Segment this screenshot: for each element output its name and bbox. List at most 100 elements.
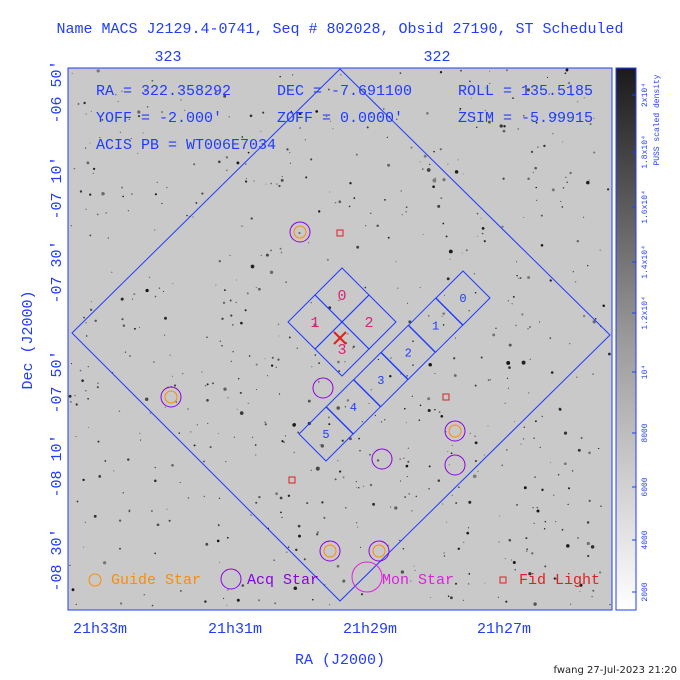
star-dot [384, 419, 386, 421]
star-dot [588, 499, 591, 503]
star-dot [336, 406, 340, 410]
star-dot [166, 508, 168, 510]
star-dot [501, 464, 503, 467]
star-dot [476, 212, 479, 215]
star-dot [411, 395, 413, 397]
star-dot [370, 389, 372, 391]
star-dot [356, 245, 360, 249]
star-dot [504, 402, 506, 404]
star-dot [227, 397, 229, 399]
star-dot [88, 426, 90, 429]
star-dot [504, 402, 506, 405]
info-ra: RA = 322.358292 [96, 83, 231, 100]
star-dot [453, 357, 456, 360]
star-dot [433, 150, 435, 153]
star-dot [563, 431, 568, 435]
star-dot [154, 466, 157, 469]
star-dot [277, 358, 280, 361]
aimpoint-line [333, 331, 347, 345]
star-dot [428, 465, 431, 468]
star-dot [298, 112, 302, 116]
star-dot [535, 199, 538, 202]
star-dot [523, 216, 525, 219]
y-tick-label: -07 50' [49, 350, 66, 413]
star-dot [164, 316, 167, 320]
star-dot [358, 437, 361, 440]
star-dot [247, 402, 249, 404]
star-dot [342, 579, 346, 583]
star-dot [474, 435, 476, 438]
star-dot [399, 480, 402, 482]
star-dot [361, 421, 363, 423]
star-dot [237, 377, 240, 380]
star-dot [560, 200, 562, 202]
star-dot [504, 558, 506, 560]
star-dot [474, 459, 477, 463]
star-dot [79, 369, 82, 372]
star-dot [507, 300, 509, 302]
star-dot [224, 289, 226, 291]
star-dot [586, 521, 590, 524]
star-dot [315, 110, 319, 113]
chips: 0 1 2 3 0 1 2 3 4 5 [287, 267, 491, 462]
star-dot [267, 375, 269, 377]
star-dot [457, 486, 460, 489]
star-dot [139, 432, 141, 434]
star-dot [284, 435, 287, 437]
star-dot [286, 148, 289, 151]
star-dot [182, 373, 184, 375]
star-dot [279, 75, 281, 78]
star-dot [344, 295, 346, 298]
star-dot [292, 74, 294, 76]
star-dot [366, 126, 369, 129]
star-dot [522, 438, 525, 440]
star-dot [349, 182, 352, 185]
x-axis: 21h33m 21h31m 21h29m 21h27m RA (J2000) [73, 621, 531, 669]
star-dot [154, 552, 157, 555]
info: RA = 322.358292 DEC = -7.691100 ROLL = 1… [96, 83, 593, 154]
star-dot [481, 227, 485, 230]
star-dot [418, 419, 421, 422]
star-dot [480, 356, 483, 359]
legend-guide: Guide Star [111, 572, 201, 589]
star-dot [517, 128, 519, 130]
star-dot [506, 69, 508, 72]
y-tick-label: -07 30' [49, 240, 66, 303]
star-dot [513, 421, 515, 423]
star-dot [386, 136, 389, 139]
star-dot [577, 536, 579, 539]
star-dot [299, 127, 301, 129]
star-dot [434, 372, 436, 375]
chip-label: 3 [337, 342, 346, 359]
star-dot [506, 360, 511, 365]
y-tick-label: -07 10' [49, 156, 66, 219]
star-dot [269, 270, 274, 274]
star-dot [121, 90, 123, 92]
star-dot [526, 550, 528, 552]
star-dot [555, 578, 558, 580]
star-dot [216, 539, 220, 543]
star-dot [201, 371, 203, 373]
star-dot [255, 363, 258, 366]
chip [314, 321, 370, 377]
star-dot [506, 449, 508, 451]
star-dot [233, 436, 235, 438]
star-dot [275, 366, 277, 368]
star-dot [419, 287, 421, 289]
star-dot [447, 450, 449, 453]
markers [160, 221, 466, 562]
star-dot [121, 318, 124, 321]
star-dot [389, 374, 392, 378]
star-dot [548, 93, 551, 95]
star-dot [508, 538, 512, 542]
star-dot [408, 492, 411, 495]
star-dot [476, 126, 478, 128]
star-dot [73, 167, 76, 170]
star-dot [270, 144, 273, 147]
star-dot [412, 364, 414, 366]
star-dot [104, 459, 107, 462]
star-dot [96, 213, 99, 216]
star-dot [85, 208, 87, 210]
star-dot [204, 385, 207, 387]
star-dot [118, 519, 122, 522]
